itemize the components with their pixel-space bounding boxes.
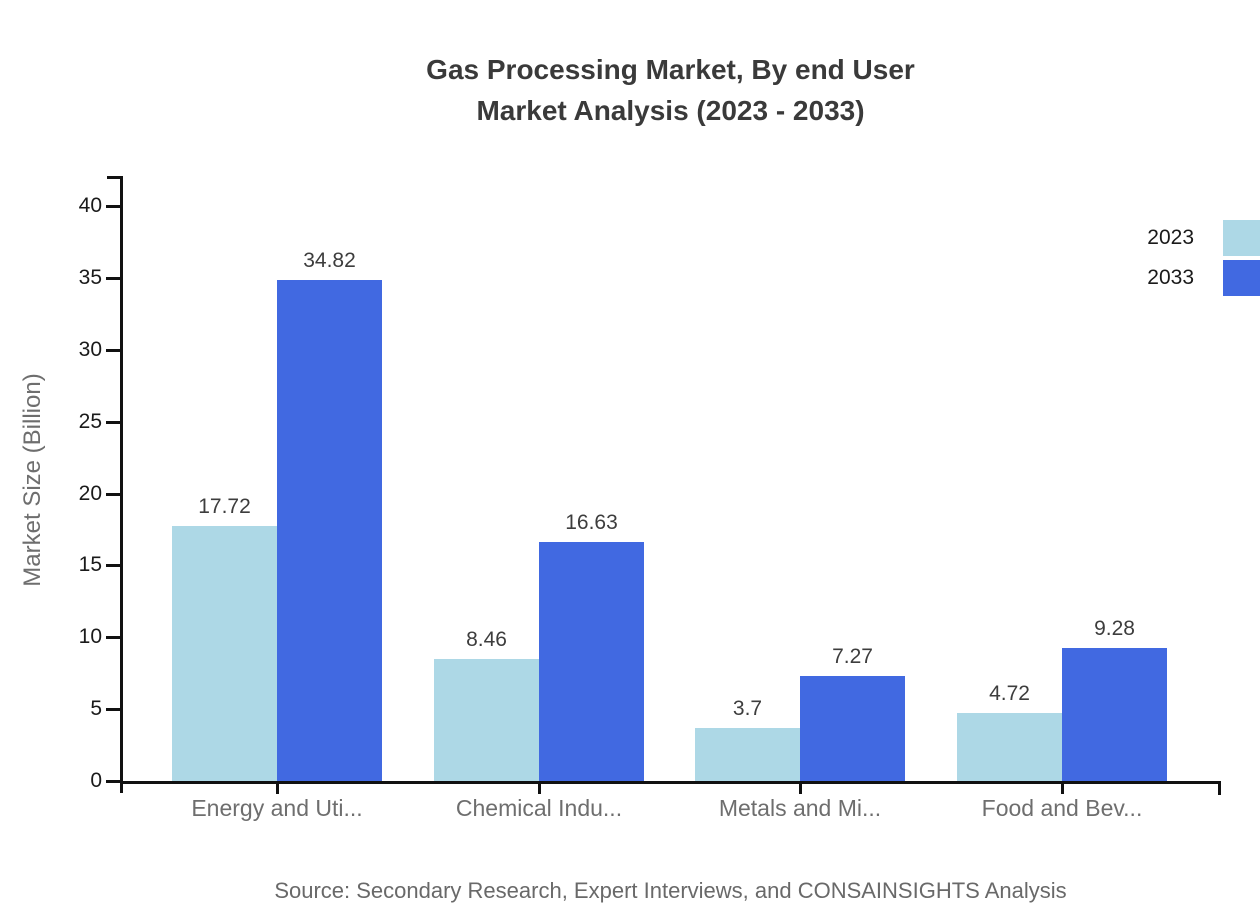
x-axis-category-label: Metals and Mi... <box>718 795 882 821</box>
x-axis-line <box>120 781 1221 784</box>
legend-swatch-2023 <box>1223 220 1260 256</box>
x-axis-category-label: Chemical Indu... <box>455 795 623 821</box>
legend-label-2023: 2023 <box>1147 226 1194 249</box>
x-axis-tick <box>275 783 279 794</box>
y-axis-tick <box>106 276 120 280</box>
bar-2033 <box>539 541 644 781</box>
y-axis-tick <box>106 708 120 712</box>
bar-value-label: 8.46 <box>466 628 507 652</box>
bar-2023 <box>434 659 539 781</box>
bar-2023 <box>695 727 800 781</box>
legend-label-2033: 2033 <box>1147 266 1194 289</box>
bar-value-label: 4.72 <box>989 682 1030 706</box>
bar-2023 <box>957 713 1062 781</box>
x-axis-category-label: Energy and Uti... <box>191 795 363 821</box>
y-axis-tick <box>106 564 120 568</box>
y-axis-line <box>120 176 123 793</box>
y-axis-tick <box>106 636 120 640</box>
bar-2033 <box>1062 647 1167 781</box>
x-axis-tick <box>1060 783 1064 794</box>
bar-value-label: 9.28 <box>1094 616 1135 640</box>
chart-title-line1: Gas Processing Market, By end User <box>426 54 915 85</box>
bar-2033 <box>800 676 905 781</box>
y-axis-tick <box>106 420 120 424</box>
bar-value-label: 34.82 <box>303 249 356 273</box>
bar-value-label: 3.7 <box>732 696 763 720</box>
chart-title: Gas Processing Market, By end User Marke… <box>120 49 1221 131</box>
x-axis-category-label: Food and Bev... <box>981 795 1143 821</box>
y-axis-tick-label: 5 <box>90 697 102 721</box>
y-axis-tick <box>106 348 120 352</box>
bar-value-label: 7.27 <box>832 645 873 669</box>
y-axis-tick <box>106 780 120 783</box>
y-axis-tick-label: 30 <box>78 337 102 361</box>
bar-2033 <box>277 280 382 781</box>
y-axis-tick-label: 15 <box>78 553 102 577</box>
chart-title-line2: Market Analysis (2023 - 2033) <box>476 95 865 126</box>
bar-value-label: 17.72 <box>198 495 251 519</box>
x-axis-end-cap <box>1218 781 1221 795</box>
legend-swatch-2033 <box>1223 260 1260 296</box>
y-axis-tick <box>106 205 120 208</box>
y-axis-tick-label: 10 <box>78 625 102 649</box>
y-axis-tick-label: 0 <box>90 769 102 792</box>
bar-value-label: 16.63 <box>565 510 618 534</box>
x-axis-tick <box>537 783 541 794</box>
bar-2023 <box>172 526 277 781</box>
source-note: Source: Secondary Research, Expert Inter… <box>274 878 1067 903</box>
y-axis-tick-label: 40 <box>78 194 102 217</box>
y-axis-tick <box>106 492 120 496</box>
y-axis-tick-label: 25 <box>78 409 102 433</box>
y-axis-tick-label: 20 <box>78 481 102 505</box>
y-axis-top-cap <box>107 176 122 179</box>
x-axis-tick <box>798 783 802 794</box>
y-axis-tick-label: 35 <box>78 265 102 289</box>
